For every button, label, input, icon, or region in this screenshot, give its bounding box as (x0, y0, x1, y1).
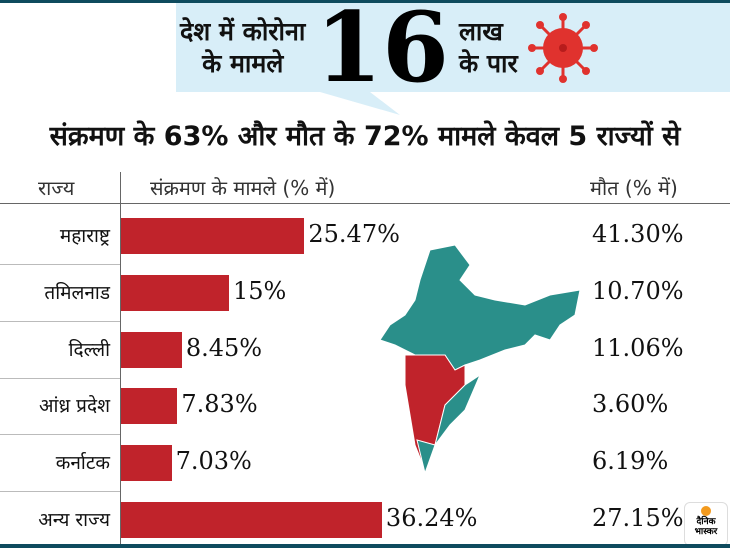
bar-cases (121, 502, 382, 538)
value-label-deaths: 10.70% (592, 276, 684, 305)
logo-text-2: भास्कर (694, 527, 718, 537)
row-divider (0, 434, 120, 436)
value-label-cases: 7.03% (175, 447, 252, 476)
header-state: राज्य (38, 176, 75, 200)
banner-left-text: देश में कोरोना के मामले (180, 16, 305, 80)
banner-text-3: लाख (458, 16, 503, 46)
state-label: दिल्ली (68, 338, 110, 361)
virus-icon (527, 12, 598, 83)
state-label: कर्नाटक (55, 452, 110, 475)
value-label-cases: 8.45% (185, 333, 263, 362)
banner-text-4: के पार (458, 48, 518, 78)
value-label-cases: 15% (233, 276, 287, 305)
india-map (379, 245, 581, 475)
banner-text-1: देश में कोरोना (180, 16, 306, 46)
value-label-deaths: 3.60% (592, 390, 669, 419)
header-divider (0, 203, 730, 204)
value-label-cases: 7.83% (181, 390, 258, 419)
bar-cases (121, 388, 178, 425)
value-label-deaths: 41.30% (592, 220, 684, 248)
chart-title: संक्रमण के 63% और मौत के 72% मामले केवल … (49, 121, 681, 152)
banner-right-text: लाख के पार (459, 16, 518, 80)
banner-big-number: 16 (315, 0, 449, 104)
axis-line (120, 172, 121, 544)
bar-cases (121, 445, 172, 482)
logo-text-1: दैनिक (696, 517, 716, 527)
state-label: अन्य राज्य (38, 509, 110, 531)
dainik-bhaskar-logo: दैनिक भास्कर (684, 502, 728, 546)
header-cases: संक्रमण के मामले (% में) (150, 176, 336, 200)
value-label-deaths: 11.06% (592, 333, 684, 362)
banner-pointer (320, 92, 400, 115)
bottom-rule (0, 544, 730, 548)
state-label: आंध्र प्रदेश (39, 395, 110, 418)
state-label: महाराष्ट्र (59, 225, 110, 247)
row-divider (0, 320, 120, 322)
value-label-deaths: 6.19% (592, 447, 669, 476)
value-label-cases: 25.47% (308, 220, 400, 248)
bar-cases (121, 274, 229, 311)
state-label: तमिलनाड (44, 281, 110, 304)
banner-text-2: के मामले (202, 48, 284, 78)
header-deaths: मौत (% में) (590, 176, 678, 200)
value-label-deaths: 27.15% (592, 504, 684, 532)
row-divider (0, 264, 120, 265)
bar-cases (121, 331, 182, 368)
bar-cases (121, 218, 305, 254)
banner-content: देश में कोरोना के मामले 16 लाख के पार (180, 0, 726, 104)
row-divider (0, 377, 120, 379)
top-rule (0, 0, 730, 3)
row-divider (0, 491, 120, 493)
headline-banner (176, 3, 730, 92)
value-label-cases: 36.24% (385, 504, 478, 532)
